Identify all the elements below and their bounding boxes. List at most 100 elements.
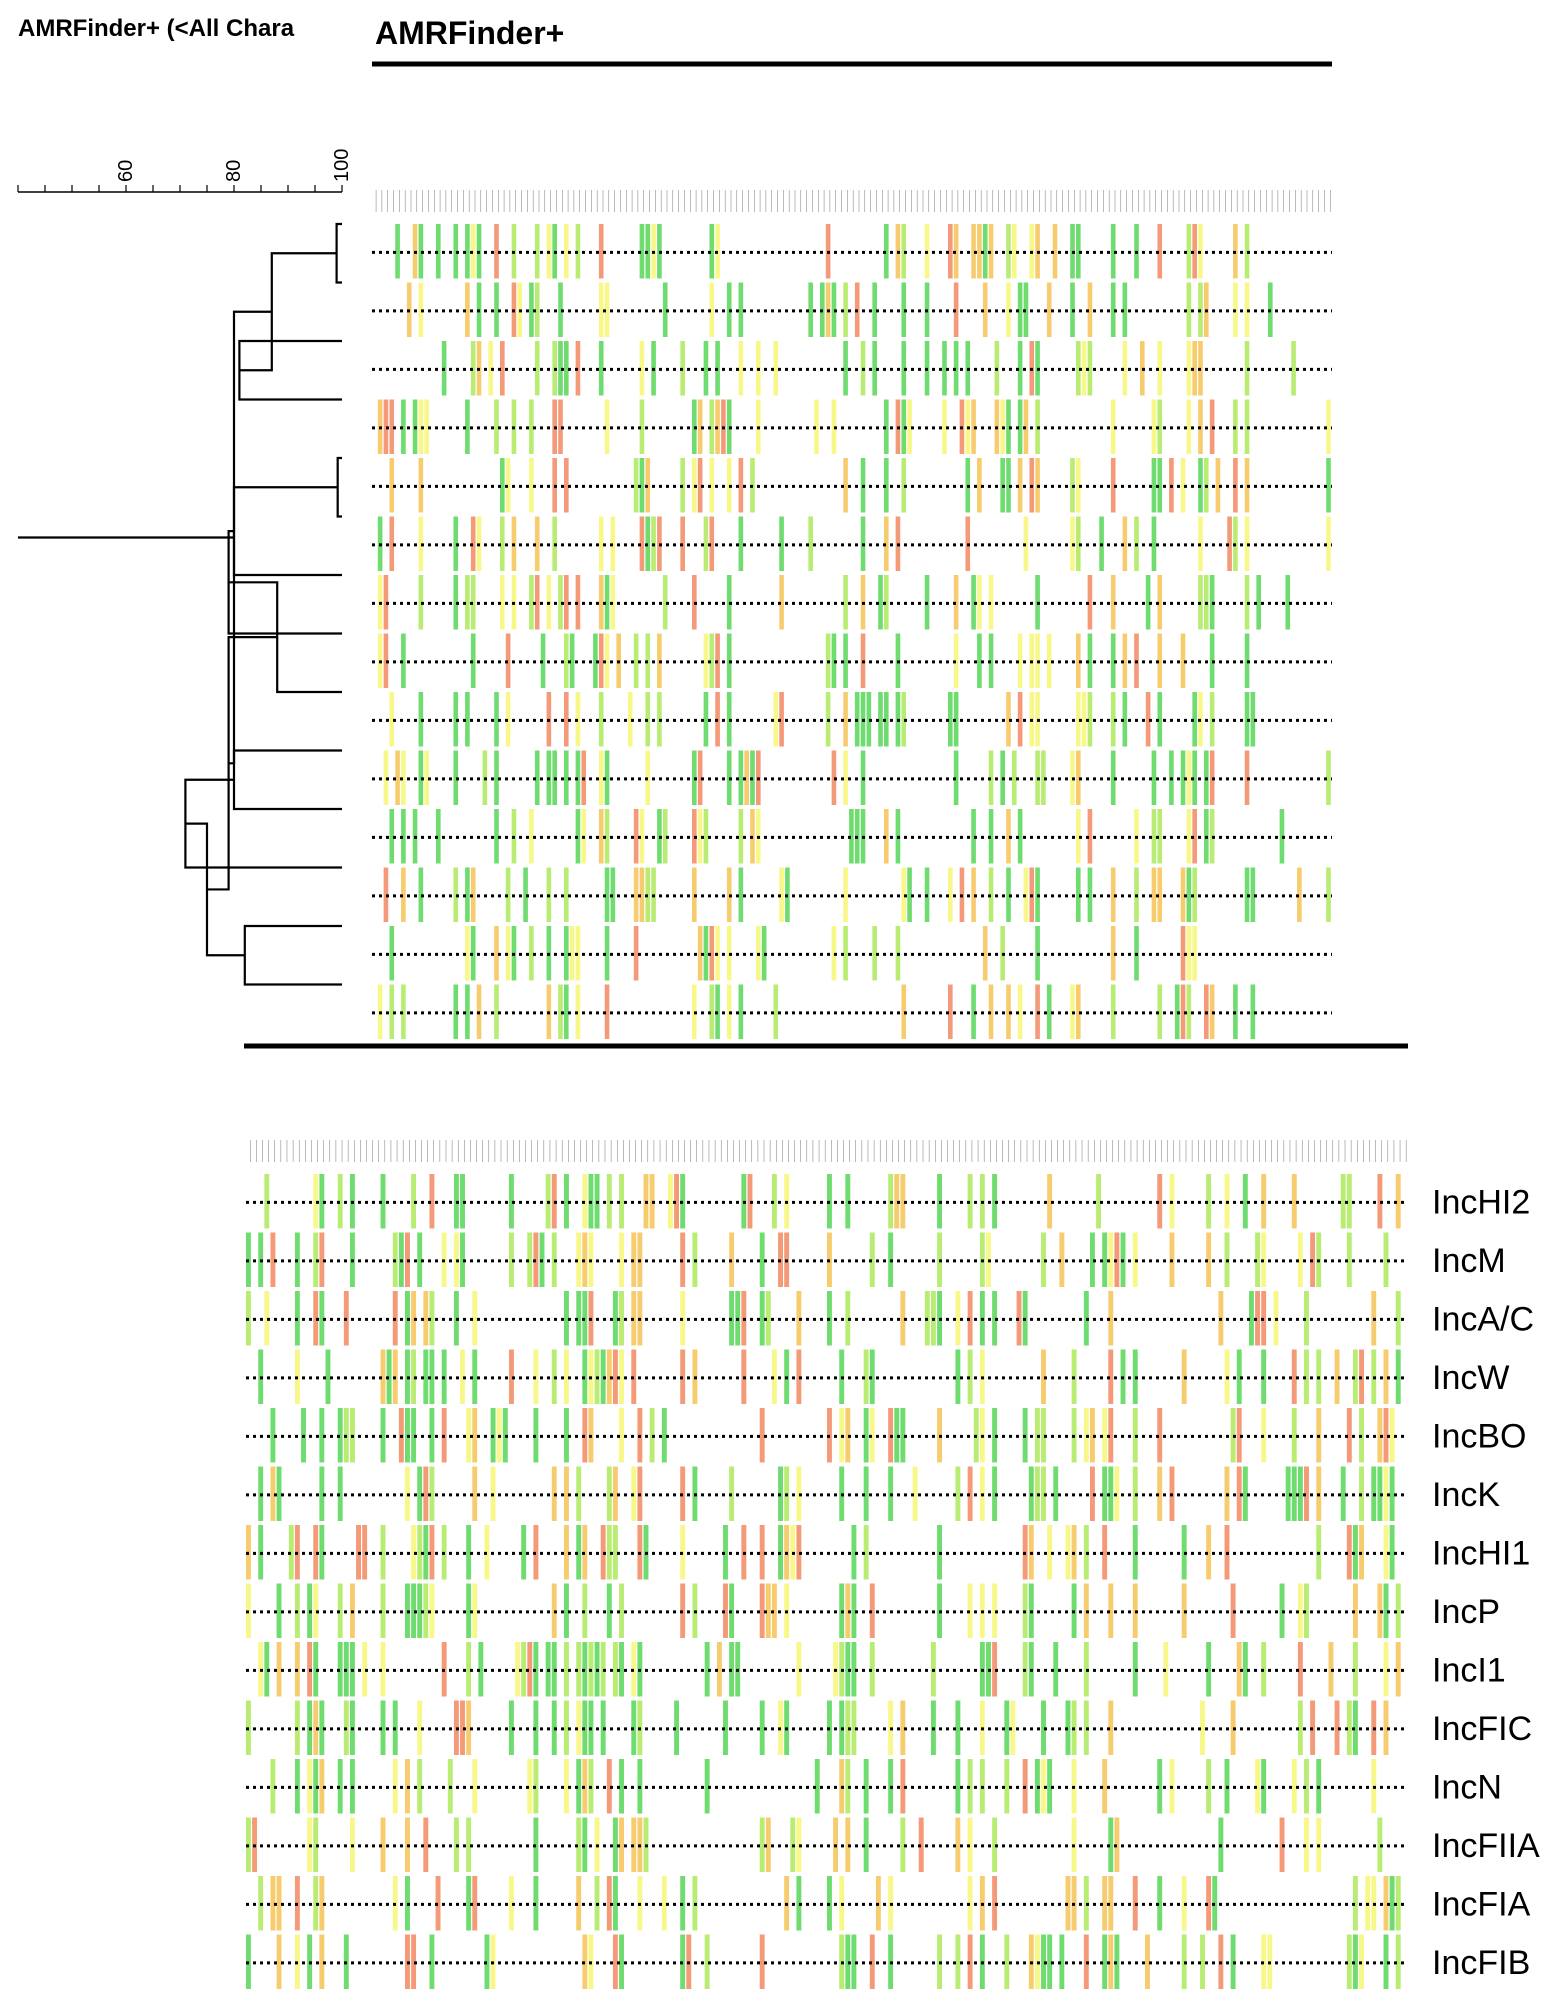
heat-cell [429, 1174, 435, 1229]
dendrogram-branch [232, 486, 342, 577]
heat-cell [843, 633, 848, 688]
heat-cell [417, 1583, 423, 1638]
heat-cell [1304, 1349, 1309, 1404]
heat-cell [1291, 1466, 1297, 1521]
heat-cell [759, 1525, 765, 1580]
heat-cell [1041, 1466, 1046, 1521]
heat-cell [1326, 867, 1331, 922]
heat-cell [429, 1291, 435, 1346]
heat-cell [1046, 984, 1052, 1039]
heat-cell [494, 282, 499, 337]
heat-cell [612, 1642, 618, 1697]
heat-cell [703, 809, 709, 864]
heat-cell [429, 1934, 435, 1989]
heat-cell [661, 1408, 667, 1463]
heat-cell [417, 1232, 423, 1287]
heat-cell [1047, 1174, 1053, 1229]
heat-cell [953, 750, 959, 805]
heat-cell [1089, 1408, 1095, 1463]
heat-cell [418, 575, 424, 630]
heat-cell [869, 1232, 875, 1287]
heat-cell [598, 692, 604, 747]
heat-cell [948, 867, 953, 922]
heat-cell [1047, 1759, 1053, 1814]
heat-cell [401, 809, 406, 864]
heat-cell [884, 458, 889, 513]
heat-cell [808, 516, 813, 571]
heat-cell [319, 1408, 325, 1463]
heat-cell [779, 516, 784, 571]
heat-cell [1006, 809, 1011, 864]
heat-cell [1108, 1934, 1114, 1989]
heat-cell [1110, 867, 1116, 922]
heat-cell [417, 1466, 423, 1521]
heat-cell [948, 984, 953, 1039]
heat-cell [845, 1408, 851, 1463]
heat-cell [395, 224, 400, 279]
inc-group-label: IncFIIA [1432, 1827, 1540, 1865]
heat-cell [472, 1759, 478, 1814]
scale-tick-label: 80 [223, 160, 245, 182]
heat-cell [418, 224, 424, 279]
heat-cell [1087, 282, 1093, 337]
heat-cell [697, 926, 703, 981]
heat-cell [977, 458, 982, 513]
heat-cell [901, 224, 907, 279]
heat-cell [1206, 1525, 1212, 1580]
heat-cell [1010, 1700, 1016, 1755]
heat-cell [633, 867, 639, 922]
inc-group-label: IncHI2 [1432, 1183, 1530, 1221]
heat-cell [1076, 750, 1081, 805]
heat-cell [709, 282, 715, 337]
heat-cell [1377, 1817, 1383, 1872]
heat-cell [1180, 633, 1186, 688]
heat-cell [845, 1291, 851, 1346]
amrfinder-heatmap [372, 190, 1332, 1039]
heat-cell [472, 1583, 478, 1638]
heat-cell [900, 1817, 906, 1872]
heat-cell [703, 692, 709, 747]
heat-cell [1383, 1466, 1389, 1521]
heat-cell [389, 399, 395, 454]
heat-cell [466, 1525, 472, 1580]
inc-group-label: IncHI1 [1432, 1534, 1530, 1572]
heat-cell [1377, 1408, 1383, 1463]
heat-cell [1076, 458, 1081, 513]
heat-cell [429, 1349, 435, 1404]
heat-cell [619, 1174, 624, 1229]
heat-cell [1236, 1466, 1242, 1521]
heat-cell [383, 399, 389, 454]
heat-cell [1383, 1934, 1389, 1989]
similarity-scale: 60 80 100 [17, 149, 353, 193]
heat-cell [1151, 399, 1157, 454]
heat-cell [460, 1174, 465, 1229]
heat-cell [466, 1876, 472, 1931]
heat-cell [955, 1934, 961, 1989]
heat-cell [1285, 1466, 1291, 1521]
heat-cell [967, 1817, 973, 1872]
heat-cell [967, 1291, 973, 1346]
heat-cell [1110, 399, 1116, 454]
heat-cell [1041, 1408, 1046, 1463]
heat-cell [470, 516, 476, 571]
heat-cell [436, 224, 441, 279]
heat-cell [1192, 341, 1197, 396]
heat-cell [1186, 926, 1192, 981]
heat-cell [831, 926, 837, 981]
heat-cell [593, 633, 598, 688]
heat-cell [1122, 692, 1128, 747]
heat-cell [1236, 1408, 1242, 1463]
heat-cell [1110, 224, 1116, 279]
heat-cell [606, 1876, 612, 1931]
heat-cell [900, 1408, 906, 1463]
heat-cell [992, 1291, 998, 1346]
heat-cell [564, 458, 569, 513]
heat-cell [1122, 282, 1128, 337]
heat-cell [401, 399, 406, 454]
heat-cell [1157, 809, 1163, 864]
heat-cell [1279, 809, 1285, 864]
heat-cell [505, 926, 511, 981]
heat-cell [1102, 1232, 1108, 1287]
heat-cell [759, 1408, 765, 1463]
heat-cell [1304, 1817, 1309, 1872]
